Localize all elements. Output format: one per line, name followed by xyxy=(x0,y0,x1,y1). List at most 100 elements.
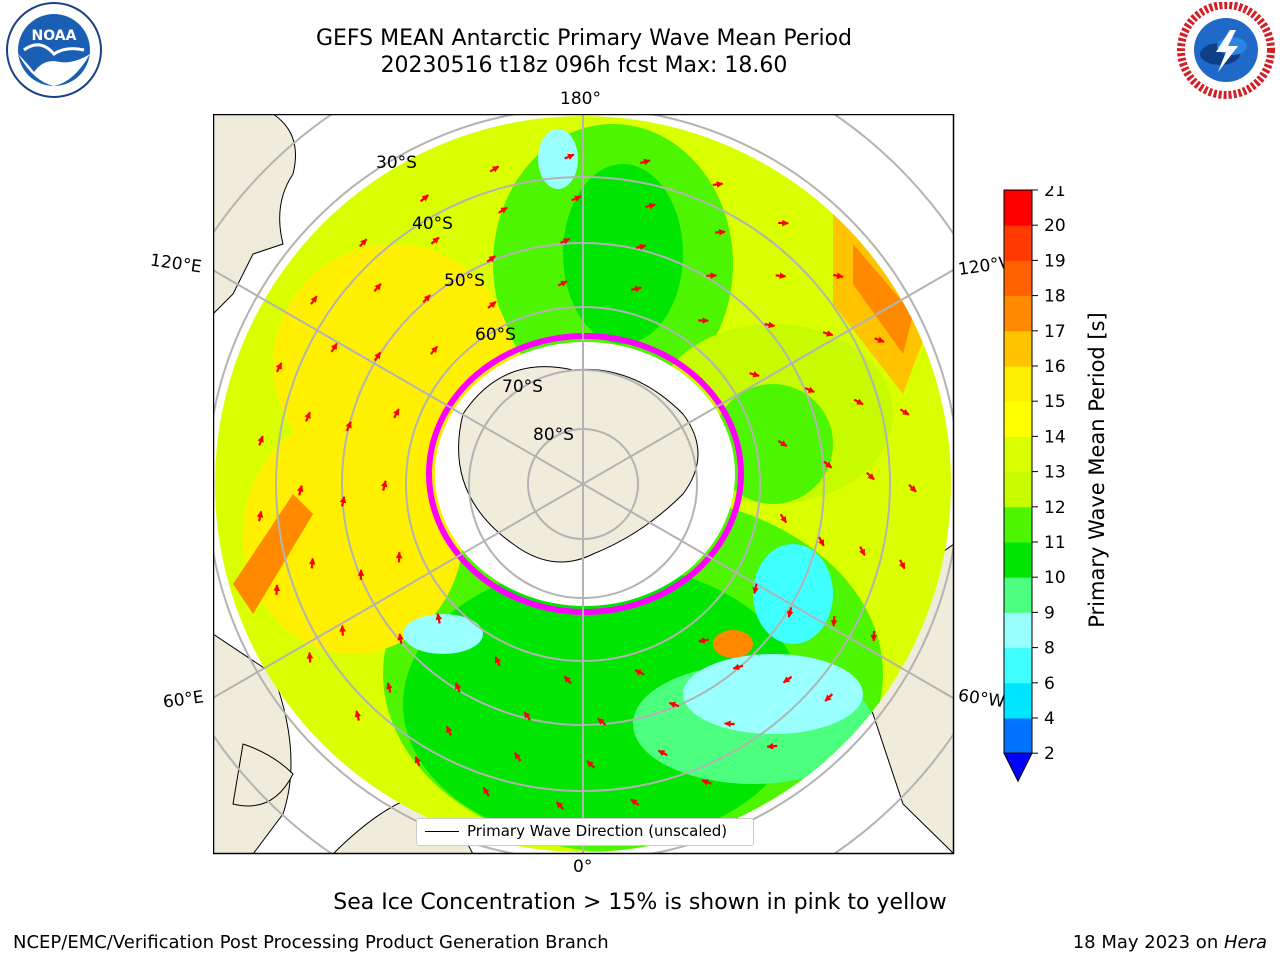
footer-system: Hera xyxy=(1223,932,1267,953)
colorbar-tick-label: 12 xyxy=(1044,498,1066,518)
wave-arrow xyxy=(310,295,318,305)
wave-arrow xyxy=(777,439,788,448)
wave-arrow xyxy=(354,710,362,721)
colorbar-segment xyxy=(1004,471,1032,508)
lon-label-180: 180° xyxy=(560,89,601,109)
wave-arrow xyxy=(373,351,382,362)
colorbar-tick-label: 14 xyxy=(1044,427,1066,447)
colorbar-segment xyxy=(1004,612,1032,649)
wave-arrow xyxy=(422,294,431,304)
wave-arrow xyxy=(724,720,735,728)
colorbar-segment xyxy=(1004,295,1032,332)
wave-arrow xyxy=(635,243,647,251)
colorbar-segment xyxy=(1004,436,1032,473)
wave-arrow xyxy=(898,559,906,570)
colorbar-segment xyxy=(1004,718,1032,754)
lat-label-40s: 40°S xyxy=(412,214,453,234)
wave-arrow xyxy=(832,272,844,279)
wave-arrow xyxy=(487,300,497,309)
wave-arrow xyxy=(715,229,726,236)
colorbar-tick-label: 2 xyxy=(1044,744,1055,764)
wave-arrow xyxy=(668,701,680,708)
wave-arrow xyxy=(564,153,575,160)
wave-arrow xyxy=(766,742,778,750)
noaa-logo-text: NOAA xyxy=(32,28,77,44)
wave-arrow xyxy=(563,675,572,685)
legend-line-swatch xyxy=(425,831,459,832)
colorbar-segment xyxy=(1004,190,1032,226)
wave-arrow xyxy=(339,625,346,636)
lat-label-80s: 80°S xyxy=(533,425,574,445)
wave-arrow xyxy=(824,693,834,702)
footer-date-text: 18 May 2023 on xyxy=(1072,932,1224,953)
colorbar-tick-label: 9 xyxy=(1044,603,1055,623)
wave-arrow xyxy=(874,336,885,343)
wave-arrow xyxy=(645,202,656,210)
colorbar-tick-label: 19 xyxy=(1044,251,1066,271)
colorbar-segment xyxy=(1004,506,1032,543)
wave-arrow xyxy=(513,752,522,762)
colorbar-segment xyxy=(1004,682,1032,719)
wave-arrow xyxy=(712,181,724,188)
wave-arrow xyxy=(373,283,382,293)
wave-arrow xyxy=(630,798,640,807)
wave-arrow xyxy=(749,371,760,378)
wave-arrow xyxy=(454,682,462,693)
wave-arrow xyxy=(489,165,500,173)
nws-logo-icon xyxy=(1177,2,1275,99)
wave-arrow xyxy=(586,760,596,769)
colorbar-tick-label: 13 xyxy=(1044,463,1066,483)
wave-arrow xyxy=(445,725,453,736)
wave-arrow xyxy=(571,195,582,202)
lat-label-70s: 70°S xyxy=(502,377,543,397)
wave-arrow xyxy=(257,435,264,446)
wave-arrow xyxy=(775,272,787,280)
wave-arrow xyxy=(818,536,825,547)
wave-arrow xyxy=(339,496,347,507)
wave-arrow xyxy=(273,584,280,595)
lat-label-50s: 50°S xyxy=(444,271,485,291)
wave-arrow xyxy=(297,484,304,496)
wave-arrow xyxy=(482,787,490,797)
chart-title: GEFS MEAN Antarctic Primary Wave Mean Pe… xyxy=(315,26,853,51)
wave-arrow xyxy=(555,801,565,811)
colorbar-segment xyxy=(1004,401,1032,437)
colorbar: 2 4 6 8 9 10 11 12 13 14 15 16 17 18 19 20 21 xyxy=(1003,186,1066,783)
colorbar-tick-label: 16 xyxy=(1044,357,1066,377)
wave-arrow xyxy=(498,206,508,214)
wave-arrow xyxy=(494,656,501,667)
colorbar-tick-label: 6 xyxy=(1044,674,1055,694)
polar-map: 30°S 40°S 50°S 60°S 70°S 80°S xyxy=(213,114,955,855)
footer-credit: NCEP/EMC/Verification Post Processing Pr… xyxy=(13,932,609,953)
colorbar-segment xyxy=(1004,366,1032,402)
colorbar-segment xyxy=(1004,225,1032,261)
wave-arrow xyxy=(345,421,352,432)
wave-arrow xyxy=(866,471,875,481)
colorbar-segment xyxy=(1004,577,1032,613)
wave-arrow xyxy=(304,411,311,422)
colorbar-tick-label: 15 xyxy=(1044,392,1066,412)
colorbar-tick-label: 20 xyxy=(1044,216,1066,236)
wave-arrow xyxy=(419,194,430,203)
lat-label-30s: 30°S xyxy=(376,153,417,173)
wave-arrow xyxy=(787,607,794,618)
wave-arrow xyxy=(631,285,642,293)
wave-arrow xyxy=(701,779,712,786)
lat-label-60s: 60°S xyxy=(475,325,516,345)
wave-arrow xyxy=(486,255,496,263)
wave-arrow xyxy=(414,756,421,767)
wave-arrow xyxy=(330,342,338,353)
wave-arrow xyxy=(822,330,834,337)
colorbar-segment xyxy=(1004,260,1032,297)
wave-arrow xyxy=(779,513,788,524)
wave-arrow xyxy=(764,321,776,329)
wave-arrow xyxy=(560,237,571,245)
wave-arrow xyxy=(830,616,838,627)
colorbar-tick-label: 11 xyxy=(1044,533,1066,553)
wave-arrow xyxy=(634,669,645,676)
colorbar-tick-label: 21 xyxy=(1044,186,1066,201)
wave-arrow xyxy=(386,682,393,693)
colorbar-tick-label: 18 xyxy=(1044,287,1066,307)
wave-arrow xyxy=(698,637,709,644)
wave-arrow xyxy=(256,510,264,522)
